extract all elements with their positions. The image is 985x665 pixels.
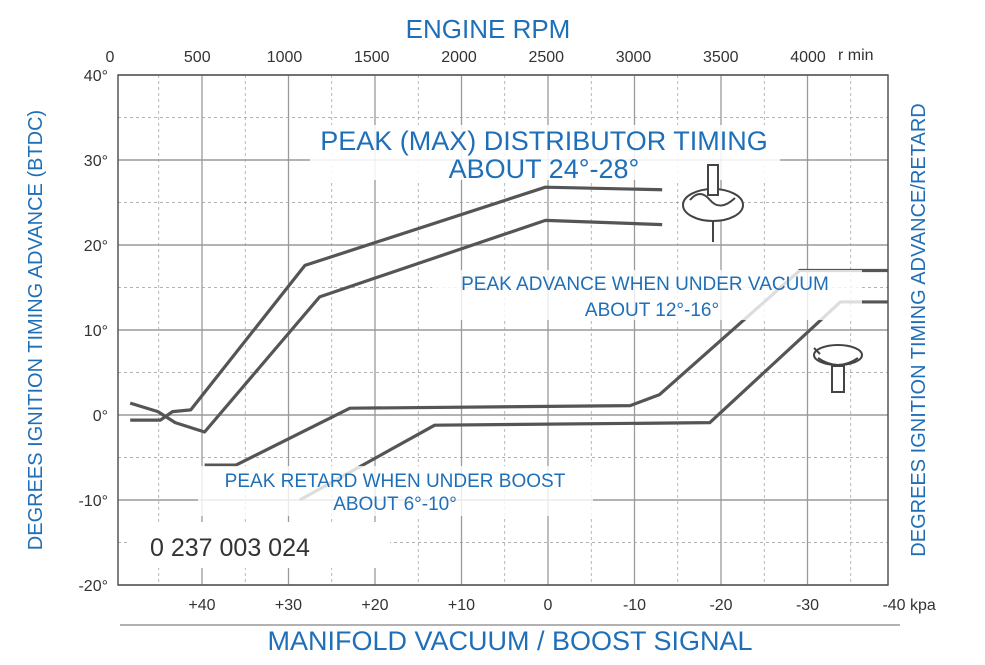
- series-distributor-lower: [129, 218, 663, 434]
- vacuum-annotation-sub: ABOUT 12°-16°: [585, 300, 719, 321]
- top-tick-label: 3000: [616, 49, 652, 66]
- x-tick-label: -30: [796, 597, 819, 614]
- boost-annotation-sub: ABOUT 6°-10°: [333, 494, 457, 515]
- boost-annotation-title: PEAK RETARD WHEN UNDER BOOST: [225, 471, 566, 492]
- y-axis-label-right: DEGREES IGNITION TIMING ADVANCE/RETARD: [908, 103, 930, 556]
- top-tick-label: 2500: [528, 49, 564, 66]
- vacuum-annotation-title: PEAK ADVANCE WHEN UNDER VACUUM: [461, 274, 829, 295]
- series-distributor-upper: [130, 185, 663, 422]
- x-tick-label: 0: [544, 597, 553, 614]
- chart-subtitle: ABOUT 24°-28°: [449, 154, 640, 184]
- top-tick-label: 2000: [441, 49, 477, 66]
- x-axis-label: MANIFOLD VACUUM / BOOST SIGNAL: [267, 626, 752, 656]
- x-tick-label: -20: [709, 597, 732, 614]
- top-tick-label: 500: [184, 49, 211, 66]
- plot-frame: [117, 74, 889, 586]
- y-tick-label: 10°: [84, 323, 108, 340]
- top-tick-label: 3500: [703, 49, 739, 66]
- x-axis-unit: kpa: [910, 597, 936, 614]
- curves: [129, 185, 888, 502]
- top-axis-unit: r min: [838, 47, 874, 64]
- y-tick-label: -20°: [78, 578, 108, 595]
- ticks: 0 500 1000 1500 2000 2500 3000 3500 4000 +40 +30 +2…: [78, 49, 905, 614]
- x-tick-label: +10: [448, 597, 475, 614]
- distributor-icon: [682, 164, 744, 242]
- x-tick-label: -40: [882, 597, 905, 614]
- y-tick-label: 30°: [84, 153, 108, 170]
- x-tick-label: +20: [361, 597, 388, 614]
- top-tick-label: 0: [106, 49, 115, 66]
- y-tick-label: 20°: [84, 238, 108, 255]
- x-tick-label: +40: [188, 597, 215, 614]
- y-tick-label: -10°: [78, 493, 108, 510]
- x-tick-label: +30: [275, 597, 302, 614]
- y-tick-label: 40°: [84, 68, 108, 85]
- chart-title: PEAK (MAX) DISTRIBUTOR TIMING: [320, 126, 768, 156]
- top-tick-label: 1500: [354, 49, 390, 66]
- part-number: 0 237 003 024: [150, 534, 310, 562]
- y-axis-label-left: DEGREES IGNITION TIMING ADVANCE (BTDC): [25, 110, 47, 550]
- y-tick-label: 0°: [93, 408, 108, 425]
- top-axis-label: ENGINE RPM: [406, 14, 571, 44]
- top-tick-label: 4000: [790, 49, 826, 66]
- x-tick-label: -10: [623, 597, 646, 614]
- vacuum-canister-icon: [813, 344, 863, 393]
- top-tick-label: 1000: [267, 49, 303, 66]
